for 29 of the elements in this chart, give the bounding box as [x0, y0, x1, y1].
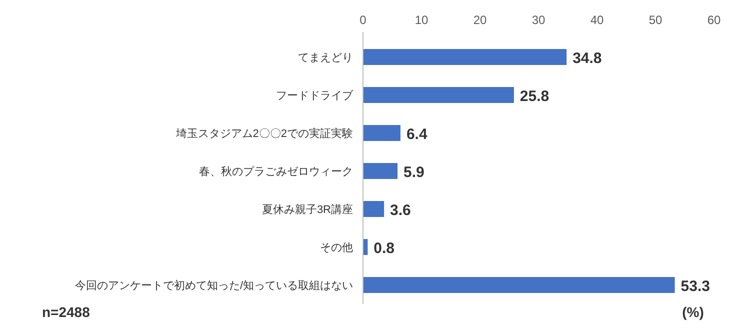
y-tick-label: 今回のアンケートで初めて知った/知っている取組はない [74, 279, 353, 292]
bar [363, 49, 567, 65]
text: n=2488 [42, 304, 90, 320]
bar [363, 163, 398, 179]
y-tick-label: その他 [320, 242, 353, 254]
x-tick-label: 20 [473, 13, 487, 27]
data-label: 3.6 [390, 202, 411, 219]
data-label: 53.3 [680, 278, 710, 295]
y-tick-label: 春、秋のプラごみゼロウィーク [199, 165, 353, 178]
x-tick-label: 60 [707, 13, 721, 27]
data-label: 6.4 [406, 126, 428, 143]
x-tick-label: 40 [590, 13, 604, 27]
annotation: (%) [682, 304, 704, 320]
y-tick-label: 夏休み親子3R講座 [262, 203, 353, 216]
data-label: 25.8 [520, 88, 550, 105]
x-tick-label: 30 [532, 13, 546, 27]
bar [363, 277, 675, 293]
data-label: 0.8 [374, 240, 395, 257]
bar [363, 87, 514, 103]
y-tick-label: フードドライブ [276, 89, 354, 102]
data-label: 5.9 [404, 164, 424, 181]
bar [363, 125, 400, 141]
bar [363, 201, 384, 217]
x-tick-label: 50 [648, 13, 662, 27]
data-label: 34.8 [572, 50, 602, 67]
y-tick-label: てまえどり [298, 52, 353, 64]
y-tick-label: 埼玉スタジアム2〇〇2での実証実験 [174, 127, 353, 140]
x-tick-label: 0 [360, 13, 367, 27]
x-tick-label: 10 [414, 13, 428, 27]
